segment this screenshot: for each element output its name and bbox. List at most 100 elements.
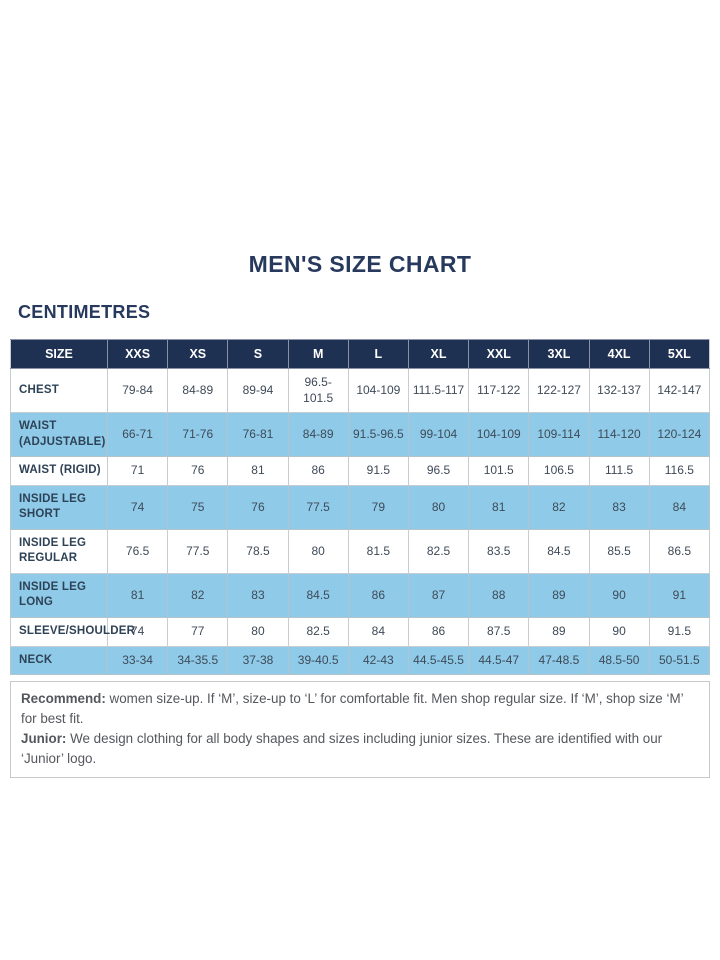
size-cell: 47-48.5 [528,645,590,676]
note-recommend-text: women size-up. If ‘M’, size-up to ‘L’ fo… [21,691,684,727]
size-cell: 96.5-101.5 [287,367,349,414]
column-header-l: L [347,339,409,369]
note-junior-text: We design clothing for all body shapes a… [21,731,663,767]
size-cell: 42-43 [347,645,409,676]
size-cell: 74 [106,616,169,647]
size-cell: 111.5-117 [407,367,470,414]
size-cell: 116.5 [648,456,711,486]
size-cell: 84 [648,484,711,530]
size-cell: 86.5 [648,528,711,574]
table-row: INSIDE LEG REGULAR 76.5 77.5 78.5 80 81.5 82.5… [10,528,711,574]
size-cell: 71 [106,456,169,486]
column-header-m: M [287,339,349,369]
size-cell: 66-71 [106,412,169,458]
size-cell: 50-51.5 [648,645,711,676]
size-cell: 80 [227,616,289,647]
size-table: SIZE XXS XS S M L XL XXL 3XL 4XL 5XL CHEST 79-84 84-… [10,339,711,676]
note-recommend: Recommend: women size-up. If ‘M’, size-u… [21,689,699,729]
size-cell: 84.5 [528,528,590,574]
size-cell: 90 [588,616,650,647]
notes-box: Recommend: women size-up. If ‘M’, size-u… [10,681,710,778]
size-cell: 83 [227,572,289,618]
size-cell: 122-127 [528,367,590,414]
table-row: SLEEVE/SHOULDER 74 77 80 82.5 84 86 87.5 89 90 91.… [10,616,711,647]
size-cell: 109-114 [528,412,590,458]
table-row: NECK 33-34 34-35.5 37-38 39-40.5 42-43 44.5-45… [10,645,711,676]
size-cell: 89-94 [227,367,289,414]
column-header-xxs: XXS [106,339,169,369]
table-row: INSIDE LEG LONG 81 82 83 84.5 86 87 88 89 90 91 [10,572,711,618]
note-recommend-label: Recommend: [21,691,106,707]
size-cell: 84.5 [287,572,349,618]
unit-heading: CENTIMETRES [18,302,151,322]
size-cell: 81 [106,572,169,618]
size-cell: 82 [528,484,590,530]
size-table-head: SIZE XXS XS S M L XL XXL 3XL 4XL 5XL [10,339,711,369]
column-header-xs: XS [167,339,229,369]
row-label: WAIST (RIGID) [10,456,108,486]
size-cell: 81 [468,484,530,530]
size-cell: 104-109 [347,367,409,414]
size-cell: 86 [407,616,470,647]
size-cell: 117-122 [468,367,530,414]
size-cell: 89 [528,572,590,618]
note-junior-label: Junior: [21,731,67,747]
size-cell: 77.5 [287,484,349,530]
row-label: INSIDE LEG LONG [10,572,108,618]
size-cell: 83.5 [468,528,530,574]
table-row: CHEST 79-84 84-89 89-94 96.5-101.5 104-109 111… [10,367,711,414]
size-cell: 75 [167,484,229,530]
size-cell: 84-89 [287,412,349,458]
size-cell: 142-147 [648,367,711,414]
table-row: WAIST (RIGID) 71 76 81 86 91.5 96.5 101.5 106.5 1… [10,456,711,486]
table-row: INSIDE LEG SHORT 74 75 76 77.5 79 80 81 82 83 84 [10,484,711,530]
size-cell: 71-76 [167,412,229,458]
size-cell: 90 [588,572,650,618]
column-header-s: S [227,339,289,369]
size-cell: 78.5 [227,528,289,574]
size-cell: 81.5 [347,528,409,574]
size-cell: 33-34 [106,645,169,676]
column-header-4xl: 4XL [588,339,650,369]
size-cell: 84-89 [167,367,229,414]
row-label: INSIDE LEG REGULAR [10,528,108,574]
table-row: WAIST (ADJUSTABLE) 66-71 71-76 76-81 84-89 91… [10,412,711,458]
size-cell: 77 [167,616,229,647]
size-cell: 77.5 [167,528,229,574]
size-cell: 76.5 [106,528,169,574]
size-cell: 111.5 [588,456,650,486]
size-cell: 96.5 [407,456,470,486]
size-cell: 91.5-96.5 [347,412,409,458]
size-cell: 37-38 [227,645,289,676]
note-junior: Junior: We design clothing for all body … [21,729,699,769]
size-cell: 91 [648,572,711,618]
size-cell: 104-109 [468,412,530,458]
size-cell: 86 [287,456,349,486]
row-label: NECK [10,645,108,676]
size-cell: 86 [347,572,409,618]
size-cell: 34-35.5 [167,645,229,676]
size-cell: 87 [407,572,470,618]
row-label: CHEST [10,367,108,414]
size-cell: 91.5 [648,616,711,647]
size-cell: 76 [167,456,229,486]
column-header-5xl: 5XL [648,339,711,369]
size-cell: 44.5-47 [468,645,530,676]
size-cell: 79-84 [106,367,169,414]
size-cell: 81 [227,456,289,486]
size-cell: 74 [106,484,169,530]
size-cell: 76-81 [227,412,289,458]
page-title: MEN'S SIZE CHART [248,251,472,277]
size-cell: 84 [347,616,409,647]
size-table-body: CHEST 79-84 84-89 89-94 96.5-101.5 104-109 111… [10,367,711,676]
size-cell: 91.5 [347,456,409,486]
column-header-size: SIZE [10,339,108,369]
size-cell: 99-104 [407,412,470,458]
size-cell: 120-124 [648,412,711,458]
size-cell: 48.5-50 [588,645,650,676]
size-cell: 82.5 [407,528,470,574]
size-cell: 44.5-45.5 [407,645,470,676]
size-cell: 80 [407,484,470,530]
size-cell: 79 [347,484,409,530]
